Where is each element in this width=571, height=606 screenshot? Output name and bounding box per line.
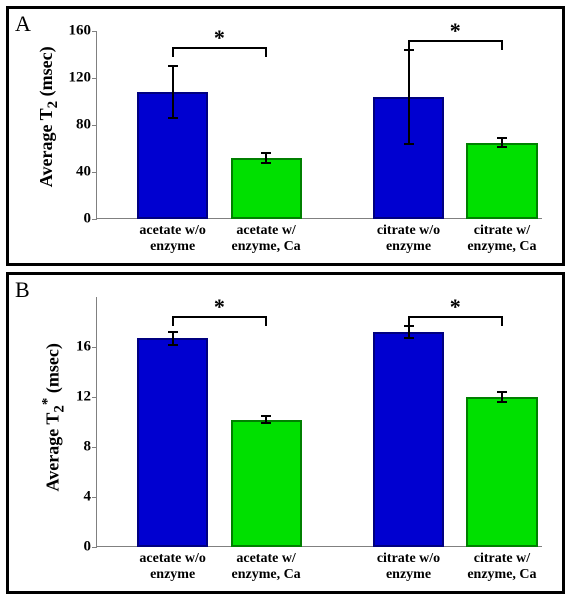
ytick-label: 160 [69, 23, 98, 40]
sig-bracket [408, 316, 410, 326]
ytick-label: 40 [76, 164, 97, 181]
panel-b-ylabel: Average T2* (msec) [40, 312, 69, 522]
sig-star: * [450, 18, 461, 44]
ytick-label: 16 [76, 339, 97, 356]
sig-star: * [214, 294, 225, 320]
panel-a-plot: 04080120160acetate w/oenzymeacetate w/en… [97, 31, 542, 219]
ytick-label: 4 [84, 489, 98, 506]
sig-bracket [501, 40, 503, 49]
panel-a: A Average T2 (msec) 04080120160acetate w… [6, 6, 565, 266]
error-cap [497, 137, 507, 139]
ytick-label: 12 [76, 389, 97, 406]
error-bar [172, 66, 174, 118]
panel-b: B Average T2* (msec) 0481216acetate w/oe… [6, 272, 565, 594]
error-cap [261, 422, 271, 424]
ytick-label: 8 [84, 439, 98, 456]
error-cap [168, 117, 178, 119]
x-category-label: acetate w/enzyme, Ca [211, 223, 321, 255]
bar [231, 158, 302, 219]
error-cap [404, 143, 414, 145]
bar [466, 397, 537, 547]
ytick-label: 120 [69, 70, 98, 87]
ytick-label: 0 [84, 211, 98, 228]
error-cap [497, 146, 507, 148]
bar [466, 143, 537, 219]
sig-bracket [172, 47, 174, 56]
error-cap [261, 152, 271, 154]
x-category-label: citrate w/enzyme, Ca [447, 223, 557, 255]
ytick-label: 80 [76, 117, 97, 134]
sig-star: * [450, 294, 461, 320]
sig-bracket [265, 47, 267, 56]
error-cap [168, 65, 178, 67]
sig-bracket [408, 40, 410, 49]
sig-bracket [265, 316, 267, 326]
bar [231, 420, 302, 548]
sig-star: * [214, 25, 225, 51]
error-cap [261, 162, 271, 164]
bar [137, 338, 208, 547]
error-cap [168, 331, 178, 333]
panel-b-letter: B [15, 277, 30, 303]
sig-bracket [172, 316, 174, 326]
bar [373, 332, 444, 547]
error-cap [261, 415, 271, 417]
y-axis-line [96, 297, 97, 547]
figure: A Average T2 (msec) 04080120160acetate w… [0, 0, 571, 606]
sig-bracket [501, 316, 503, 326]
panel-a-ylabel: Average T2 (msec) [36, 27, 62, 207]
error-cap [497, 401, 507, 403]
error-cap [497, 391, 507, 393]
error-cap [404, 337, 414, 339]
ytick-label: 0 [84, 539, 98, 556]
x-category-label: citrate w/enzyme, Ca [447, 551, 557, 583]
panel-a-letter: A [15, 11, 31, 37]
x-category-label: acetate w/enzyme, Ca [211, 551, 321, 583]
error-bar [408, 50, 410, 144]
error-cap [168, 344, 178, 346]
panel-b-plot: 0481216acetate w/oenzymeacetate w/enzyme… [97, 297, 542, 547]
